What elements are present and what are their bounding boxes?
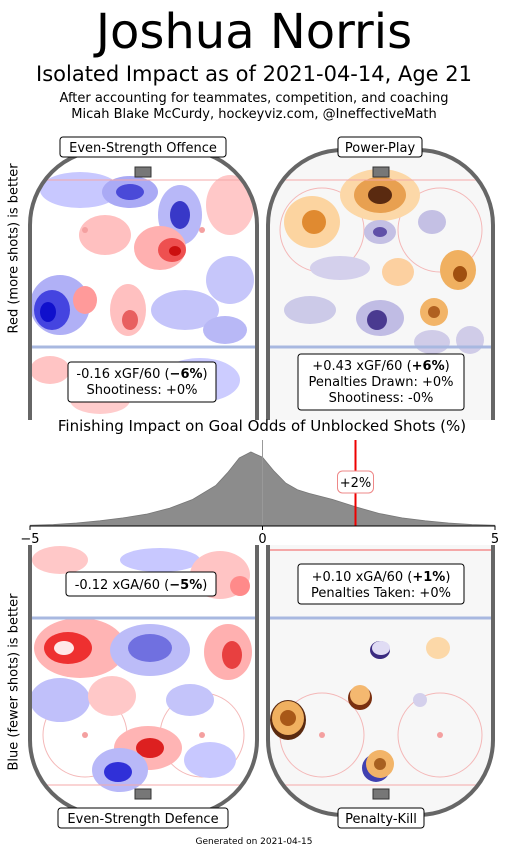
goal-net — [372, 788, 390, 800]
penalty-kill-penalties-taken: Penalties Taken: +0% — [311, 586, 451, 601]
power-play-xg: +0.43 xGF/60 (+6%) — [312, 359, 449, 374]
penalty-kill-xg: +0.10 xGA/60 (+1%) — [312, 570, 451, 585]
panel-title-power-play: Power-Play — [345, 141, 416, 156]
power-play-heatmap — [284, 169, 484, 354]
es-offence-xg: -0.16 xGF/60 (−6%) — [76, 367, 207, 382]
panel-title-es-defence: Even-Strength Defence — [67, 812, 218, 827]
footer-generated: Generated on 2021-04-15 — [195, 837, 313, 847]
author-credit: Micah Blake McCurdy, hockeyviz.com, @Ine… — [71, 107, 437, 122]
player-name: Joshua Norris — [95, 4, 413, 60]
goal-net — [134, 788, 152, 800]
x-tick-label: 0 — [258, 532, 266, 547]
player-marker-label: +2% — [340, 476, 372, 491]
method-note: After accounting for teammates, competit… — [59, 91, 449, 106]
page-subtitle: Isolated Impact as of 2021-04-14, Age 21 — [36, 62, 472, 86]
power-play-shootiness: Shootiness: -0% — [329, 391, 434, 406]
x-tick-label: 5 — [491, 532, 499, 547]
goal-net — [372, 166, 390, 178]
player-marker-box — [337, 470, 374, 494]
penalty-kill-heatmap — [270, 637, 450, 782]
es-offence-heatmap — [30, 172, 254, 414]
chart-title: Finishing Impact on Goal Odds of Unblock… — [58, 417, 466, 435]
es-defence-panel: -0.12 xGA/60 (−5%) Even-Strength Defence — [28, 545, 259, 829]
es-defence-heatmap — [30, 546, 252, 792]
power-play-penalties-drawn: Penalties Drawn: +0% — [308, 375, 453, 390]
es-defence-xg: -0.12 xGA/60 (−5%) — [75, 578, 208, 593]
es-offence-panel: Even-Strength Offence -0.16 xGF/60 (−6%)… — [28, 136, 259, 420]
panel-title-penalty-kill: Penalty-Kill — [345, 812, 417, 827]
es-offence-shootiness: Shootiness: +0% — [87, 383, 198, 398]
finishing-chart: Finishing Impact on Goal Odds of Unblock… — [0, 417, 508, 547]
penalty-kill-panel: +0.10 xGA/60 (+1%) Penalties Taken: +0% … — [266, 545, 495, 829]
x-tick-label: −5 — [20, 532, 39, 547]
panel-title-es-offence: Even-Strength Offence — [69, 141, 217, 156]
goal-net — [134, 166, 152, 178]
power-play-panel: Power-Play +0.43 xGF/60 (+6%) Penalties … — [266, 136, 495, 420]
x-axis-ticks: −5 0 5 — [20, 526, 499, 547]
